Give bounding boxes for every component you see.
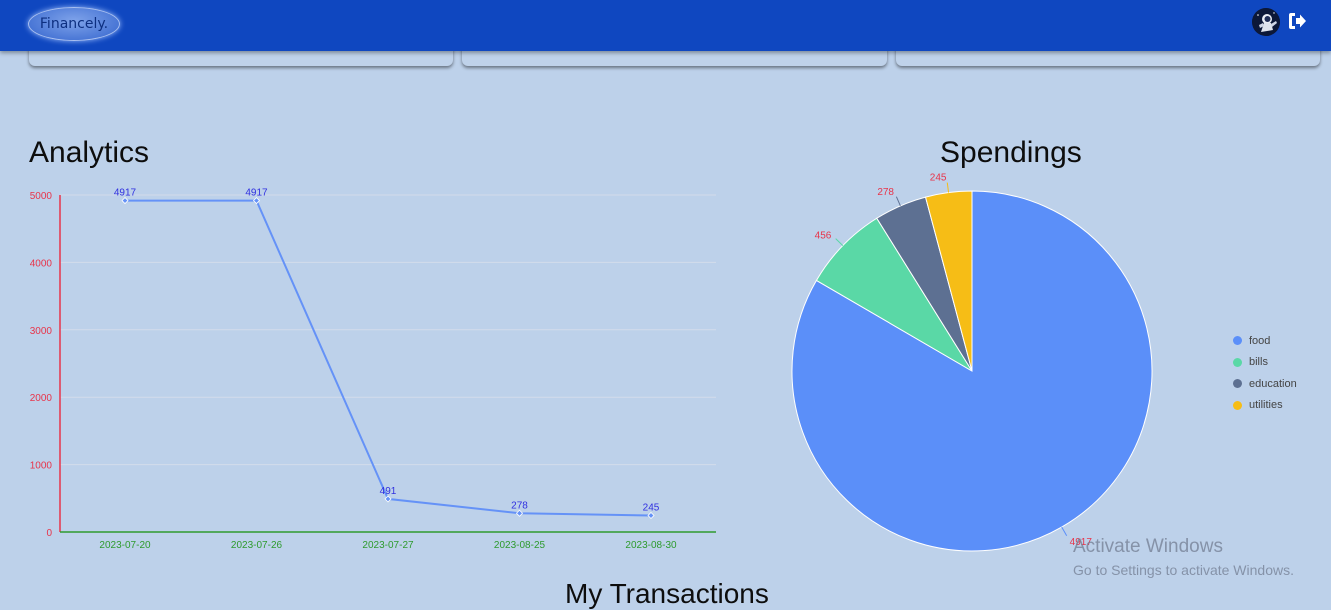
legend-marker-icon — [1233, 336, 1242, 346]
analytics-title: Analytics — [29, 136, 150, 169]
legend-item-food[interactable]: food — [1233, 330, 1297, 352]
data-label: 4917 — [114, 188, 137, 199]
slice-label-leader — [946, 182, 950, 193]
data-point — [384, 495, 392, 503]
logout-button[interactable] — [1287, 12, 1307, 30]
legend-label: food — [1249, 334, 1271, 347]
data-label: 4917 — [245, 188, 268, 199]
spendings-pie-chart: 4917 456 278 245 — [791, 173, 1153, 552]
pie-slice-utilities — [924, 190, 973, 372]
y-tick-label: 4000 — [30, 258, 53, 269]
slice-label-leader — [1061, 526, 1068, 536]
legend-label: education — [1249, 377, 1297, 390]
legend-marker-icon — [1233, 357, 1242, 367]
top-navbar: Financely. — [0, 0, 1331, 51]
data-label: 278 — [511, 500, 528, 511]
x-tick-label: 2023-08-25 — [494, 540, 546, 551]
legend-marker-icon — [1233, 400, 1242, 410]
x-tick-label: 2023-07-26 — [231, 540, 283, 551]
x-tick-label: 2023-07-20 — [99, 540, 151, 551]
windows-activation-watermark: Activate Windows Go to Settings to activ… — [1073, 536, 1294, 578]
legend-item-bills[interactable]: bills — [1233, 352, 1297, 374]
data-point — [252, 197, 261, 205]
pie-legend: food bills education utilities — [1233, 330, 1297, 416]
y-tick-label: 3000 — [30, 326, 53, 337]
y-tick-label: 1000 — [30, 461, 53, 472]
y-tick-label: 5000 — [30, 191, 53, 202]
astronaut-icon — [1252, 8, 1280, 36]
watermark-line2: Go to Settings to activate Windows. — [1073, 562, 1294, 578]
analytics-line-chart: 0 1000 2000 3000 4000 5000 2023-07-20 2023-07-2… — [30, 188, 716, 551]
legend-item-education[interactable]: education — [1233, 373, 1297, 395]
slice-label-leader — [835, 238, 844, 246]
x-tick-label: 2023-07-27 — [362, 540, 414, 551]
sign-out-icon — [1289, 13, 1306, 29]
watermark-line1: Activate Windows — [1073, 536, 1223, 557]
legend-label: bills — [1249, 356, 1268, 369]
financely-logo[interactable]: Financely. — [28, 7, 120, 41]
slice-label: 278 — [877, 187, 894, 198]
data-label: 245 — [643, 502, 660, 513]
slice-label: 4917 — [1070, 537, 1093, 548]
data-label: 491 — [380, 486, 397, 497]
legend-label: utilities — [1249, 399, 1283, 412]
y-tick-label: 0 — [46, 528, 52, 539]
astronaut-avatar[interactable] — [1252, 8, 1280, 36]
data-point — [121, 197, 129, 205]
slice-label: 245 — [930, 173, 947, 184]
my-transactions-title: My Transactions — [565, 578, 769, 609]
slice-label: 456 — [815, 230, 832, 241]
data-point — [515, 509, 524, 517]
x-tick-label: 2023-08-30 — [625, 540, 677, 551]
legend-item-utilities[interactable]: utilities — [1233, 395, 1297, 417]
data-point — [647, 511, 655, 520]
slice-label-leader — [895, 196, 901, 207]
spendings-title: Spendings — [940, 136, 1082, 169]
y-tick-label: 2000 — [30, 393, 53, 404]
legend-marker-icon — [1233, 379, 1242, 389]
